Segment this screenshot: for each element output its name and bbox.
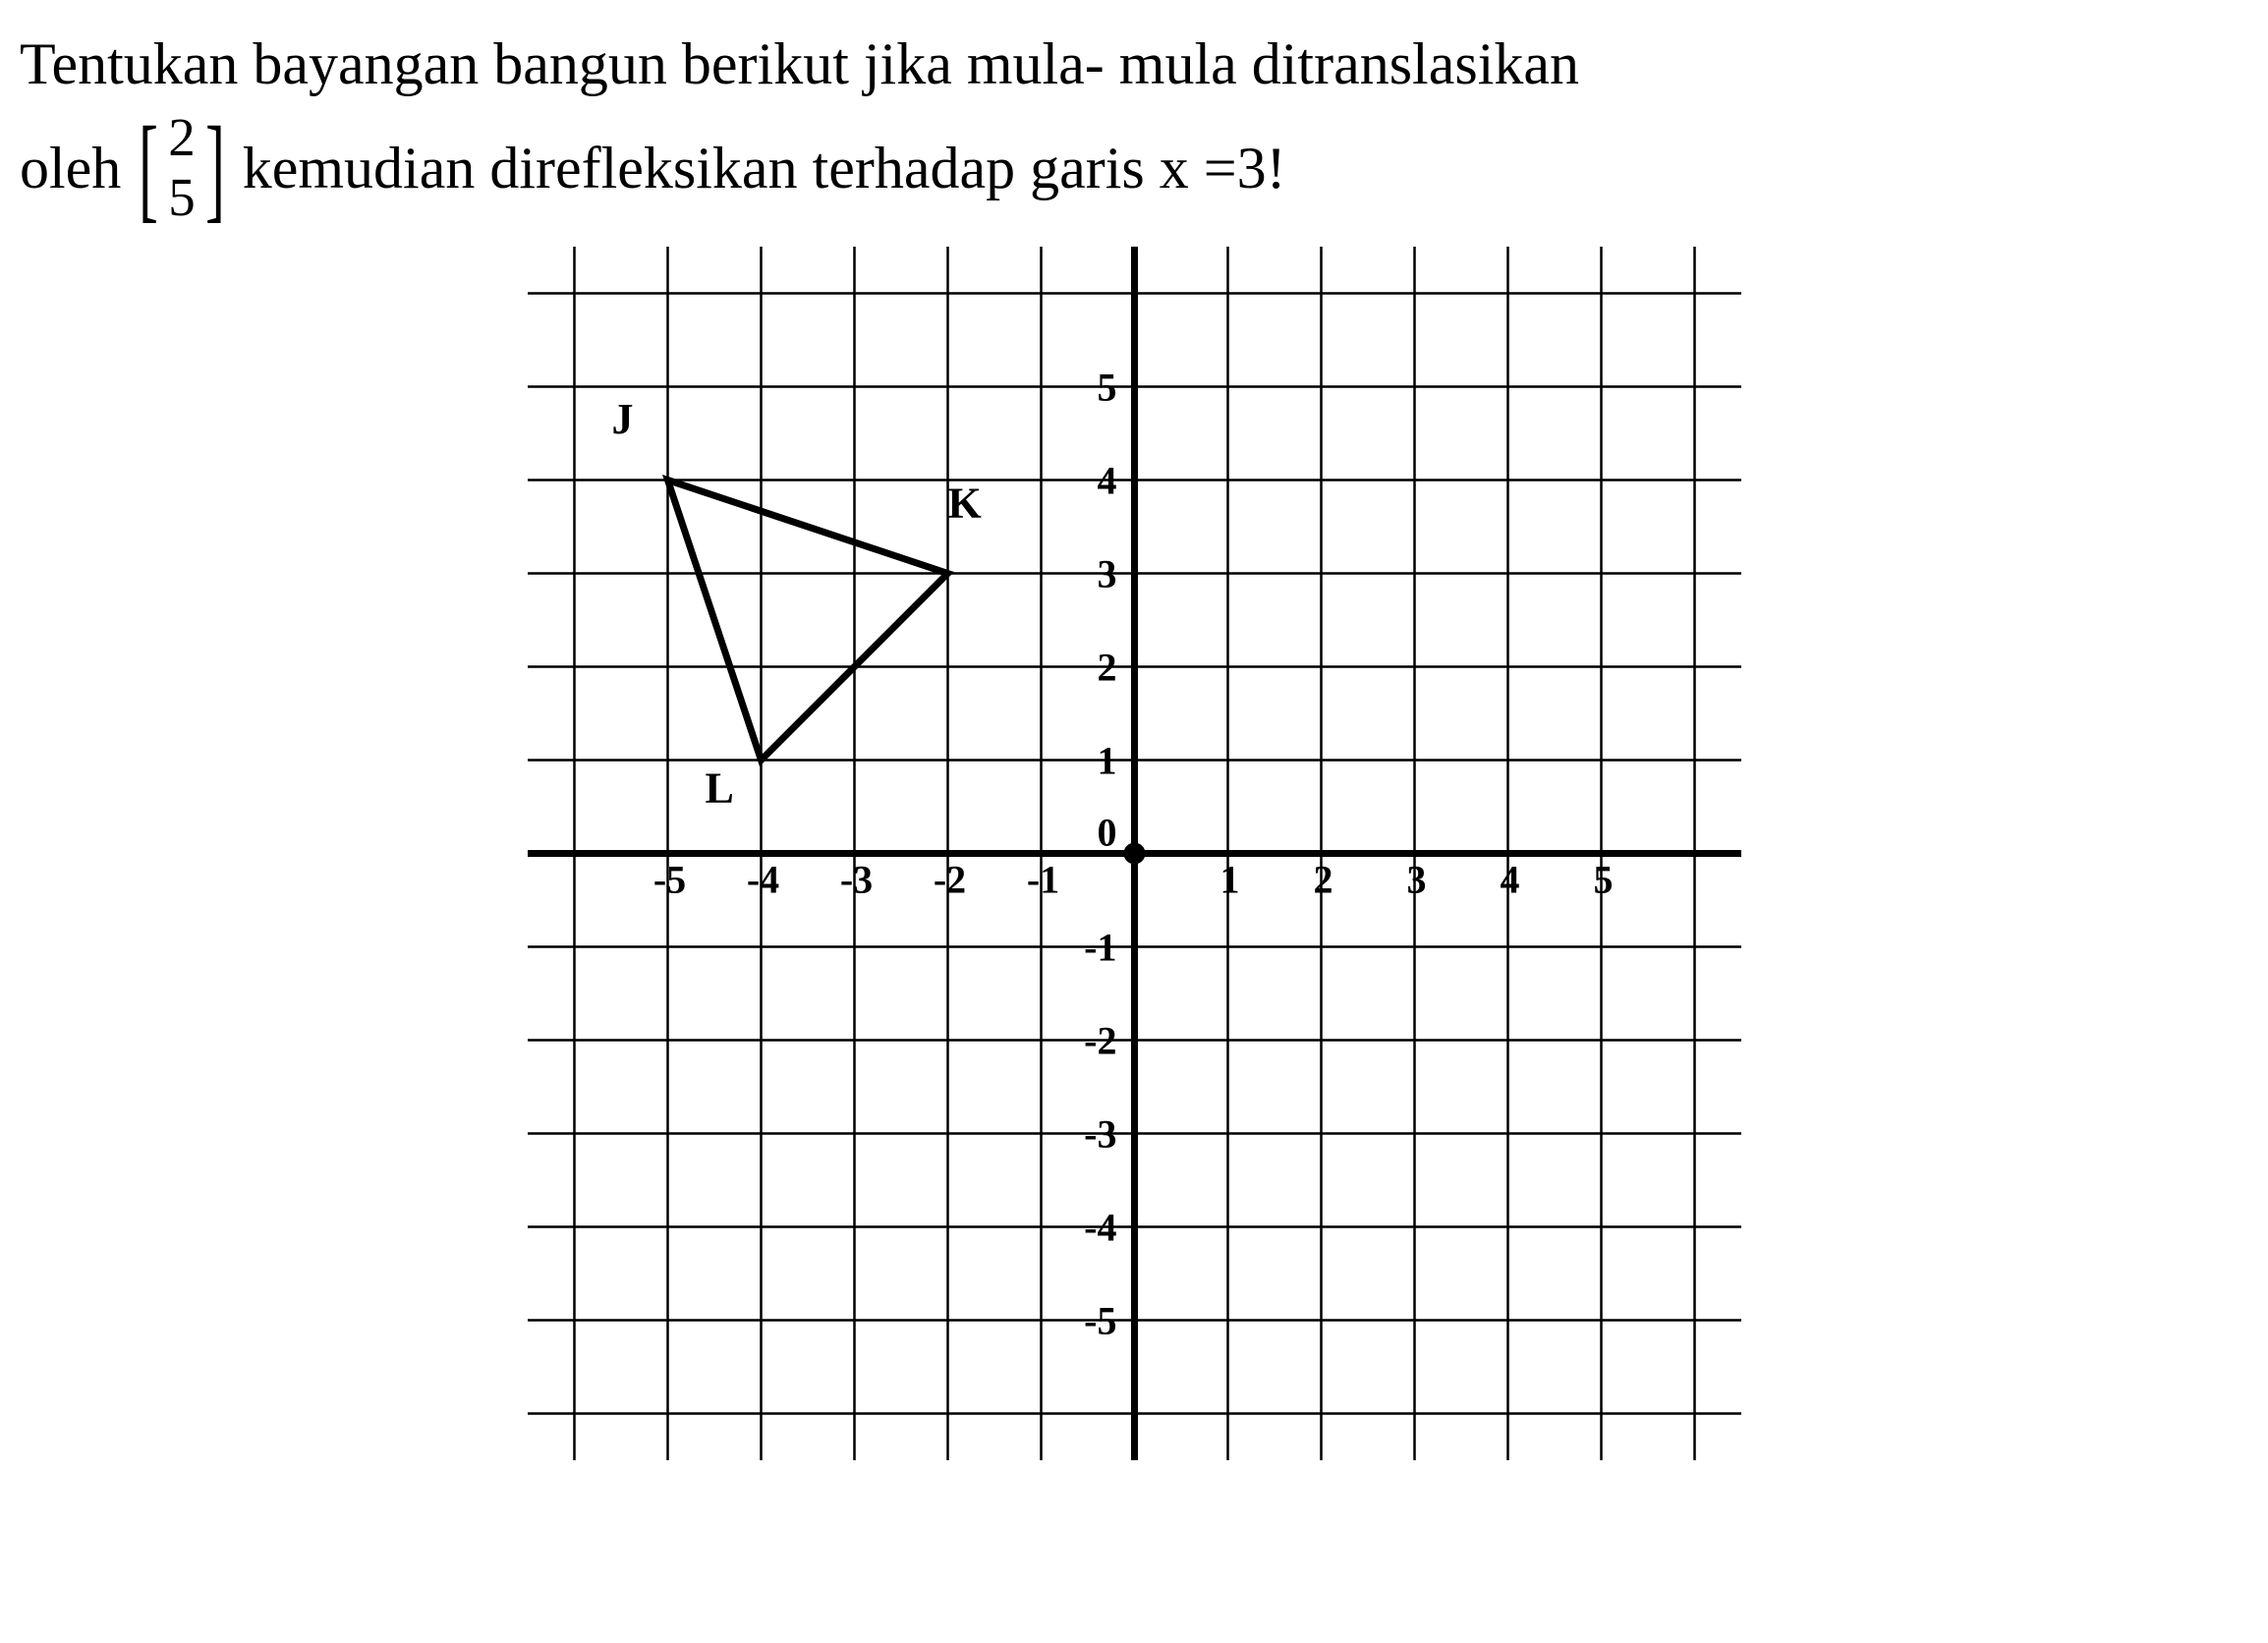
vertex-label-j: J (611, 395, 633, 443)
origin-label: 0 (1097, 811, 1116, 855)
y-tick-label: -4 (1084, 1206, 1116, 1250)
y-tick-label: 1 (1097, 739, 1116, 783)
grid-svg: -5 -4 -3 -2 -1 1 2 3 4 5 -5 -4 -3 -2 -1 1 2 3 4 5 0 J K L (528, 247, 1741, 1460)
x-tick-label: -2 (933, 858, 965, 902)
origin-dot (1123, 843, 1145, 865)
triangle-jkl (667, 481, 947, 761)
left-bracket: [ (139, 121, 158, 215)
question-text: Tentukan bayangan bangun berikut jika mu… (20, 20, 2248, 227)
x-tick-label: -5 (652, 858, 685, 902)
x-tick-label: -3 (839, 858, 872, 902)
chart-wrapper: -5 -4 -3 -2 -1 1 2 3 4 5 -5 -4 -3 -2 -1 1 2 3 4 5 0 J K L (20, 247, 2248, 1460)
x-tick-label: 4 (1500, 858, 1519, 902)
x-tick-label: 5 (1593, 858, 1613, 902)
x-tick-label: -1 (1026, 858, 1058, 902)
y-tick-label: 5 (1097, 366, 1116, 410)
question-line-1: Tentukan bayangan bangun berikut jika mu… (20, 20, 2248, 108)
right-bracket: ] (205, 121, 225, 215)
question-line-2: oleh [ 2 5 ] kemudian direfleksikan terh… (20, 108, 1286, 227)
matrix-top: 2 (168, 108, 196, 168)
matrix-bottom: 5 (168, 168, 196, 228)
y-tick-label: -2 (1084, 1019, 1116, 1063)
text-oleh: oleh (20, 124, 121, 212)
y-tick-label: -1 (1084, 926, 1116, 970)
text-rest: kemudian direfleksikan terhadap garis x … (243, 124, 1286, 212)
matrix-values: 2 5 (168, 108, 196, 227)
x-tick-label: -4 (746, 858, 778, 902)
x-tick-label: 3 (1406, 858, 1426, 902)
y-tick-label: 4 (1097, 459, 1116, 503)
y-tick-label: -3 (1084, 1112, 1116, 1157)
coordinate-chart: -5 -4 -3 -2 -1 1 2 3 4 5 -5 -4 -3 -2 -1 1 2 3 4 5 0 J K L (528, 247, 1741, 1460)
translation-matrix: [ 2 5 ] (129, 108, 234, 227)
vertex-label-l: L (705, 764, 733, 812)
problem-container: Tentukan bayangan bangun berikut jika mu… (20, 20, 2248, 1460)
x-tick-label: 2 (1313, 858, 1332, 902)
y-tick-label: 2 (1097, 646, 1116, 690)
x-tick-label: 1 (1219, 858, 1239, 902)
y-tick-label: -5 (1084, 1299, 1116, 1343)
vertex-label-k: K (947, 480, 981, 528)
y-tick-label: 3 (1097, 552, 1116, 596)
